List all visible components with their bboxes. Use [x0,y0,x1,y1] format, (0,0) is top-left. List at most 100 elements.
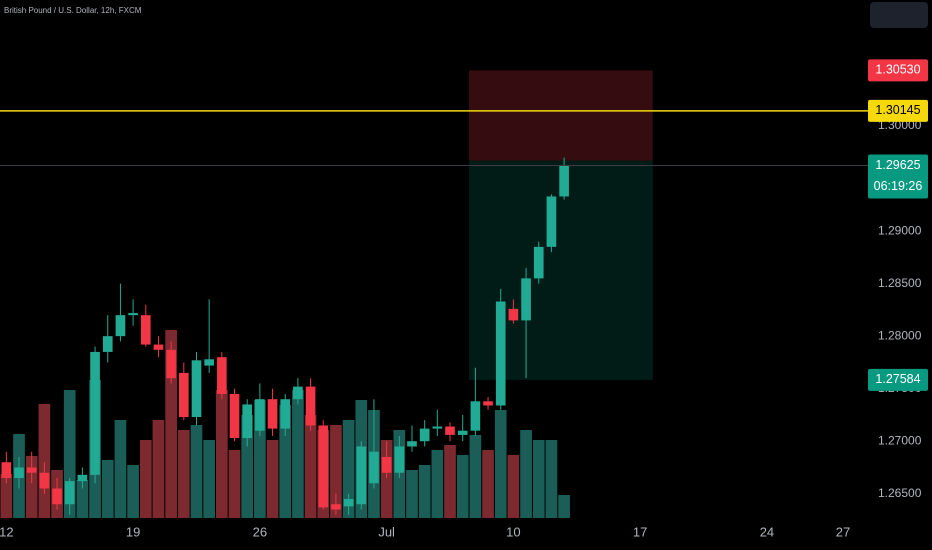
candle-body [369,451,379,484]
volume-bar [444,445,456,518]
x-tick-label: 24 [760,524,774,539]
price-badge [868,99,928,122]
candle-body [546,196,557,247]
candle-body [419,428,430,442]
candle-body [153,344,164,350]
volume-bar [304,415,317,518]
candle-body [39,472,50,489]
price-badge [868,59,928,82]
candle-body [26,467,37,473]
candle-body [77,474,88,482]
y-tick-label: 1.27000 [878,433,922,447]
volume-bar [241,415,254,518]
candle-body [140,315,151,345]
candle-body [559,165,569,197]
price-badge-label: 1.27584 [875,372,920,386]
candle-body [457,430,468,435]
candle-body [64,481,75,505]
candle-body [445,426,455,435]
candle-body [52,488,62,505]
x-tick-label: 19 [126,524,140,539]
volume-bar [127,465,139,518]
volume-bar [254,400,266,518]
volume-bar [114,420,127,518]
candle-body [432,426,443,429]
candle-body [293,386,303,400]
candle-body [521,278,531,321]
toolbar-button[interactable] [870,2,928,28]
y-tick-label: 1.28500 [878,276,922,290]
price-badge-label: 1.30530 [875,63,920,77]
candle-body [267,399,278,429]
candle-body [1,462,12,478]
candle-body [242,404,253,439]
candle-body [229,393,240,439]
stop-zone [469,70,653,161]
volume-bar [190,425,203,518]
volume-bar [292,390,304,518]
y-tick-label: 1.26500 [878,486,922,500]
volume-bar [406,470,418,518]
volume-bar [63,390,76,518]
volume-bar [418,465,431,518]
volume-bar [25,456,38,518]
candle-body [305,386,316,426]
price-badge [868,154,928,199]
volume-bar [456,455,469,518]
candle-body [356,446,367,505]
volume-bar [342,420,355,518]
countdown: 06:19:26 [874,179,923,193]
candle-body [470,401,481,431]
candle-body [204,359,214,366]
candle-body [394,446,405,473]
candle-body [14,467,24,478]
candle-body [495,301,506,406]
volume-bar [482,450,494,518]
x-tick-label: Jul [378,524,395,539]
candle-body [178,372,189,418]
x-tick-label: 27 [836,524,850,539]
candle-body [115,315,126,337]
volume-bar [0,474,13,518]
candle-body [331,504,341,510]
price-badge-label: 1.30145 [875,103,920,117]
y-tick-label: 1.28000 [878,328,922,342]
candle-body [128,313,138,316]
candle-body [533,246,544,279]
volume-bar [380,440,393,518]
price-badge [868,368,928,391]
chart-title: British Pound / U.S. Dollar, 12h, FXCM [4,6,142,15]
candle-body [343,498,354,507]
x-tick-label: 12 [0,524,14,539]
price-badge-label: 1.29625 [875,158,920,172]
volume-bar [216,390,228,518]
candle-body [217,357,227,394]
volume-bar [507,455,520,518]
volume-bar [152,420,165,518]
volume-bar [38,404,51,518]
candle-body [280,399,291,429]
y-tick-label: 1.29000 [878,223,922,237]
volume-bar [76,480,89,518]
volume-bar [203,440,215,518]
volume-bar [279,405,292,518]
candle-body [90,351,100,475]
candle-body [191,360,202,418]
candle-body [407,441,417,447]
volume-bar [139,440,152,518]
volume-bar [558,495,570,518]
candle-body [255,399,265,431]
volume-bar [101,460,114,518]
volume-bar [165,330,177,518]
volume-bar [532,440,545,518]
candle-body [483,401,493,406]
volume-bar [228,450,241,518]
candle-body [102,336,113,352]
candle-body [318,425,329,508]
candle-body [166,349,176,379]
candle-body [508,308,519,321]
x-tick-label: 10 [506,524,520,539]
volume-bar [545,440,558,518]
